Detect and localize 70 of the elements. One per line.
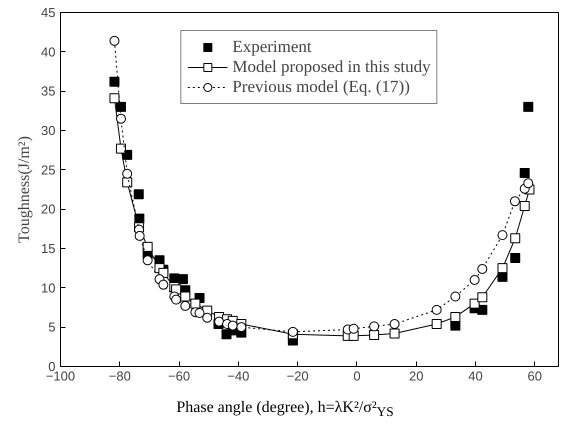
x-tick-label: −60 xyxy=(168,368,190,384)
y-tick-label: 0 xyxy=(48,359,56,374)
x-tick-label: 60 xyxy=(528,368,542,384)
point xyxy=(432,319,442,330)
point xyxy=(171,294,182,305)
point xyxy=(470,274,480,285)
point xyxy=(134,189,144,200)
point xyxy=(158,280,168,290)
x-tick-label: −80 xyxy=(108,368,131,384)
legend-label: Previous model (Eq. (17)) xyxy=(232,77,410,97)
x-tick-label: 40 xyxy=(468,368,483,384)
point xyxy=(134,230,145,241)
point xyxy=(190,298,200,309)
y-tick-label: 20 xyxy=(41,202,56,217)
point xyxy=(180,291,190,302)
point xyxy=(116,102,126,112)
point xyxy=(523,178,534,188)
y-tick-label: 45 xyxy=(41,5,56,20)
point xyxy=(348,324,359,334)
point xyxy=(510,252,520,263)
y-tick-label: 25 xyxy=(41,162,56,178)
point xyxy=(510,233,520,244)
point xyxy=(214,316,224,327)
point xyxy=(109,93,120,104)
point xyxy=(523,102,534,112)
point xyxy=(180,300,190,311)
x-tick-label: 20 xyxy=(408,368,424,384)
y-tick-label: 30 xyxy=(41,123,56,138)
point xyxy=(109,36,120,46)
x-axis-title: Phase angle (degree), h=λK²/σ²$_{YS}$ xyxy=(176,398,394,422)
y-axis-title: Toughness(J/m²) xyxy=(16,136,34,243)
x-tick-label: −20 xyxy=(286,368,309,384)
point xyxy=(520,201,530,212)
y-tick-label: 5 xyxy=(48,320,56,335)
legend-label: Model proposed in this study xyxy=(232,57,431,77)
point xyxy=(202,312,212,323)
point xyxy=(116,114,126,124)
y-tick-label: 15 xyxy=(41,241,56,256)
point xyxy=(369,330,380,340)
point xyxy=(477,292,488,302)
point xyxy=(109,76,120,87)
point xyxy=(470,298,480,309)
point xyxy=(510,196,520,206)
point xyxy=(450,291,460,302)
point xyxy=(497,230,508,240)
y-tick-label: 40 xyxy=(41,44,56,60)
point xyxy=(228,320,238,331)
point xyxy=(236,322,246,332)
point xyxy=(122,168,132,179)
point xyxy=(194,308,205,318)
point xyxy=(122,177,132,188)
point xyxy=(390,319,400,330)
point xyxy=(288,326,298,337)
y-tick-label: 10 xyxy=(41,280,56,296)
point xyxy=(477,304,488,315)
point xyxy=(142,242,153,252)
point xyxy=(450,312,460,322)
x-tick-label: 0 xyxy=(353,368,361,384)
point xyxy=(497,263,508,274)
x-tick-label: −40 xyxy=(227,368,250,384)
point xyxy=(142,255,153,266)
y-tick-label: 35 xyxy=(41,84,56,99)
point xyxy=(520,168,530,178)
point xyxy=(369,321,380,332)
point xyxy=(477,264,488,274)
point xyxy=(390,328,400,338)
point xyxy=(116,144,126,154)
point xyxy=(432,304,442,315)
legend-label: Experiment xyxy=(232,37,312,57)
point xyxy=(178,274,188,284)
